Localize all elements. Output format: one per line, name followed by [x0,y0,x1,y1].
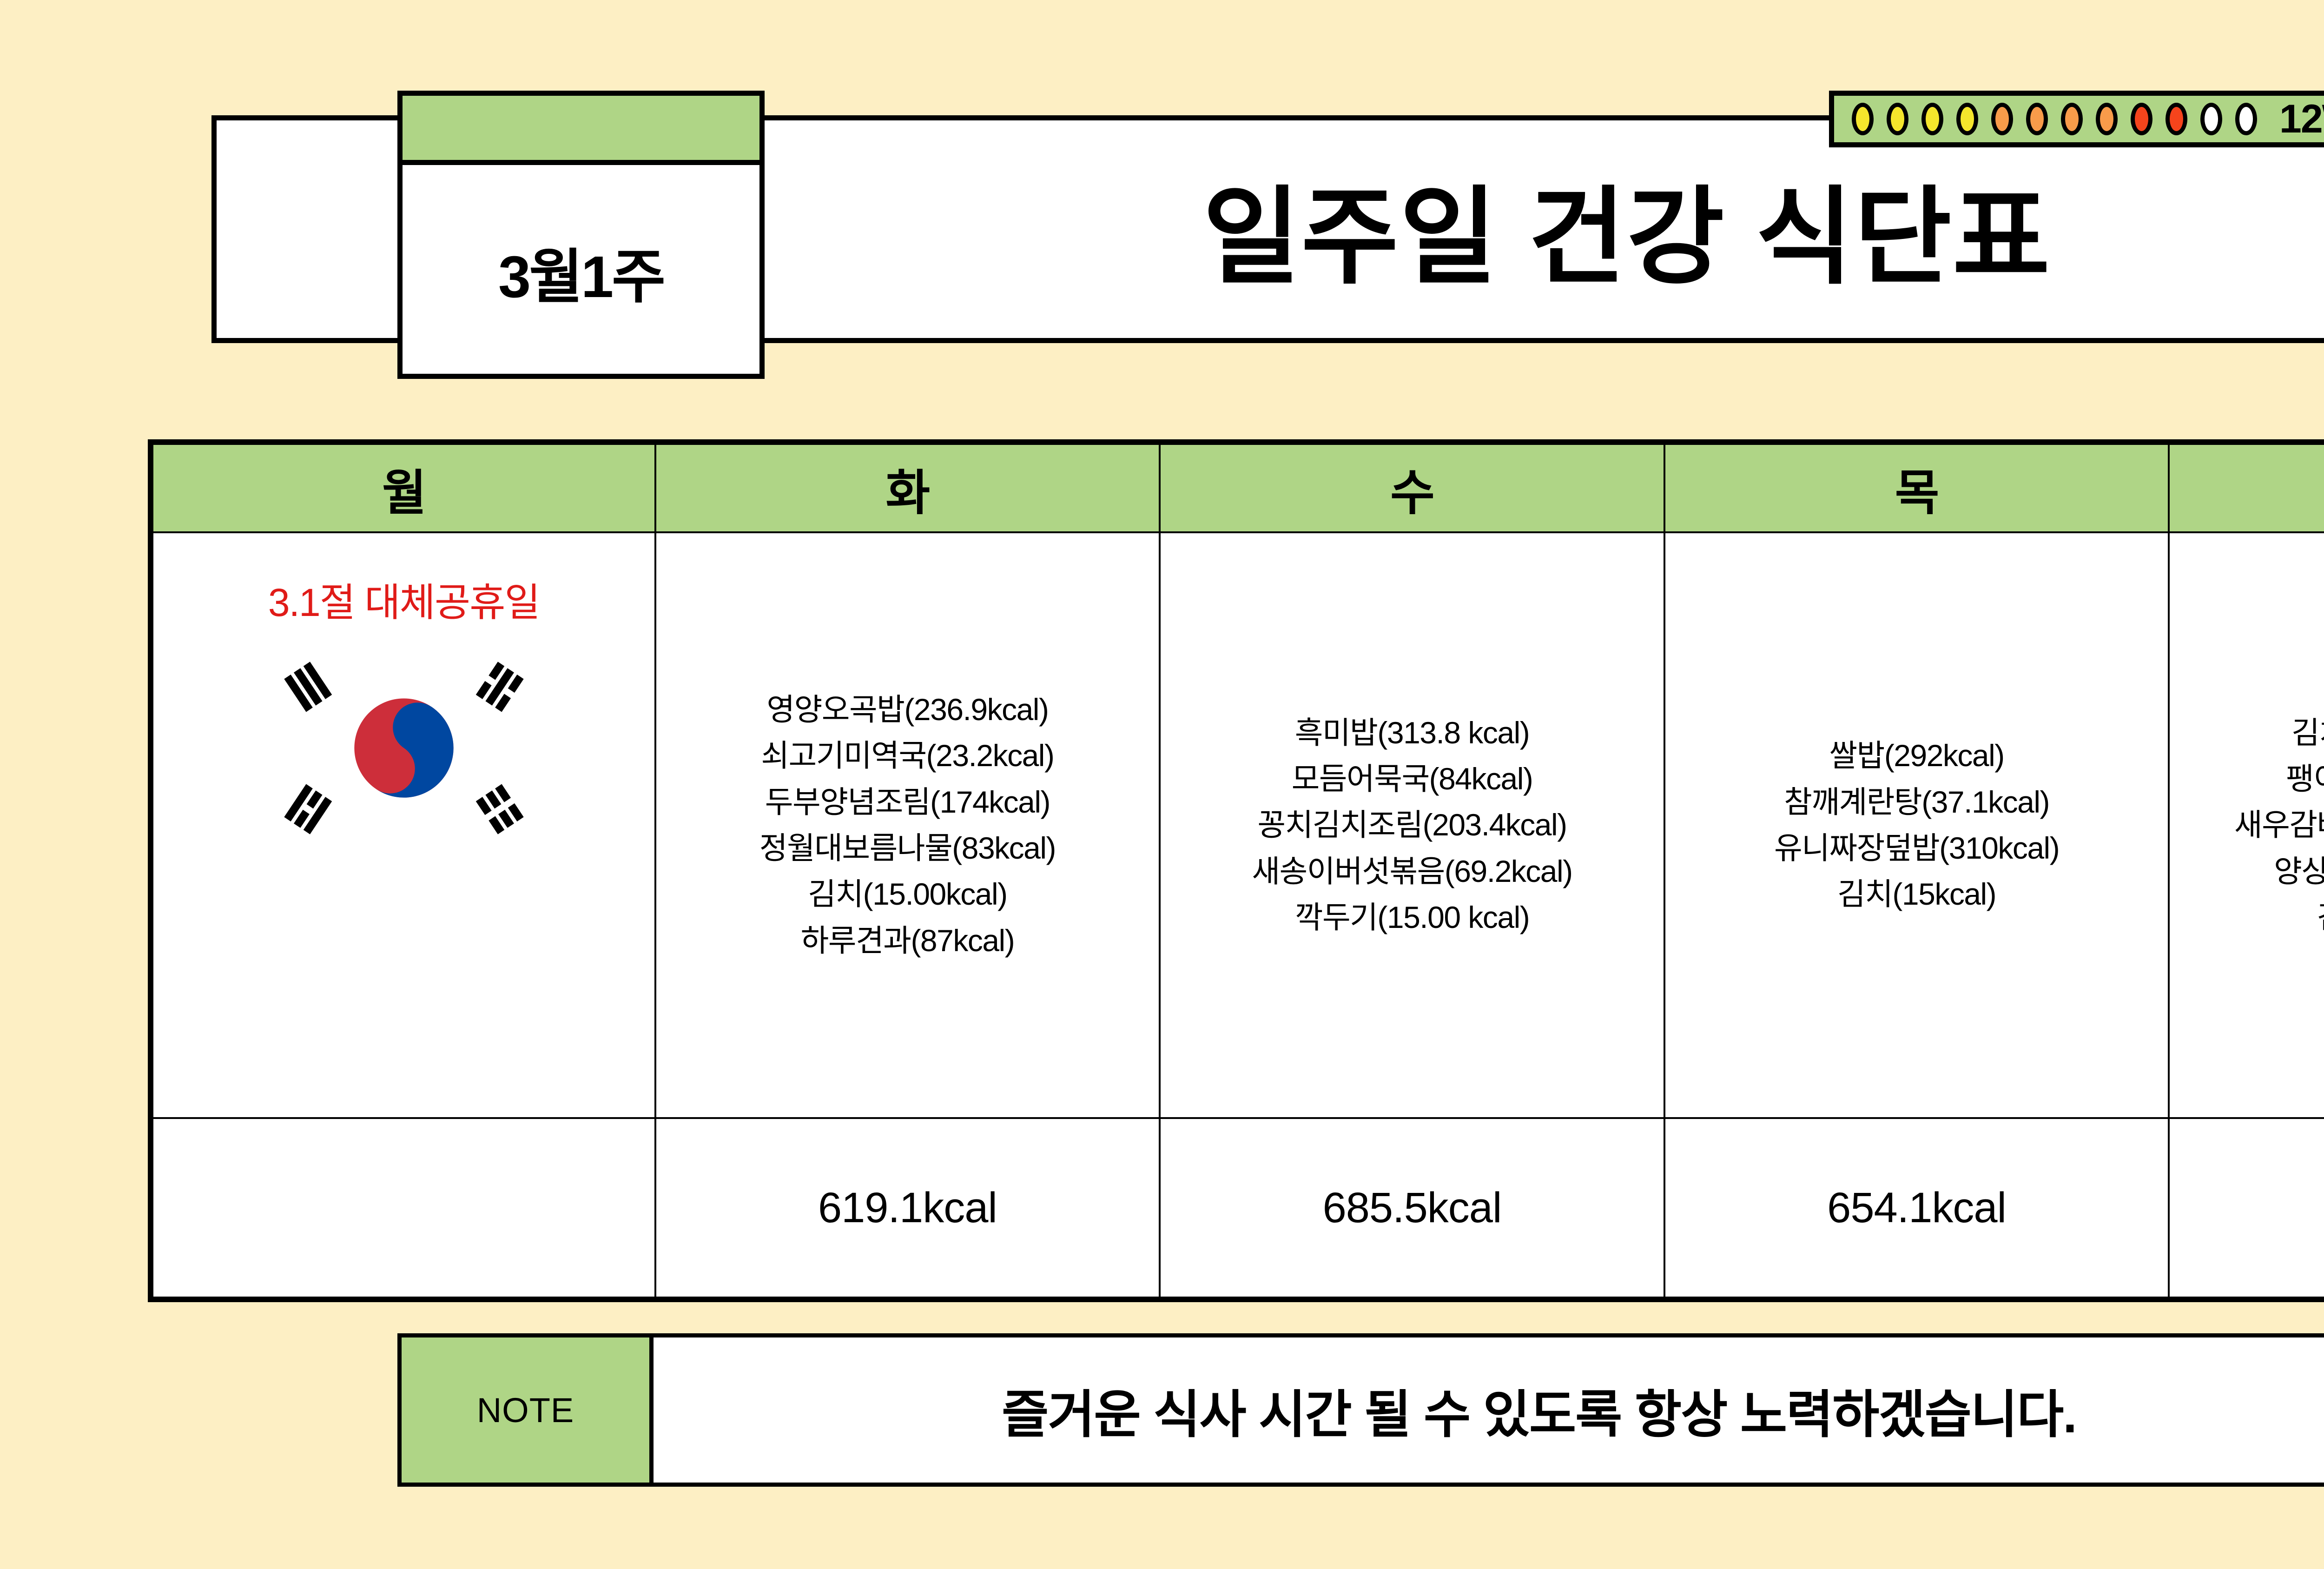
day-header-mon: 월 [150,441,656,533]
table-header-row: 월 화 수 목 금 [150,441,2324,533]
progress-dot-icon [1887,103,1908,135]
note-message: 즐거운 식사 시간 될 수 있도록 항상 노력하겠습니다. [1002,1386,2077,1443]
menu-item: 새우감바스/마늘빵(658.2kcal) [2234,808,2324,842]
menu-item: 흑미밥(313.8 kcal) [1294,715,1530,750]
note-tag-label: NOTE [402,1337,654,1483]
menu-item: 꽁치김치조림(203.4kcal) [1257,808,1567,842]
total-cell-mon [150,1117,656,1300]
weekly-menu-table: 월 화 수 목 금 3.1절 대체공휴일 [148,439,2324,1302]
menu-item: 양상추샐러드(75.6kcal) [2274,854,2324,888]
menu-item: 하루견과(87kcal) [800,923,1015,958]
week-badge: 3월1주 [397,91,765,379]
progress-dot-icon [2026,103,2048,135]
menu-item: 모듬어묵국(84kcal) [1291,761,1533,796]
menu-list: 쌀밥(292kcal) 참깨계란탕(37.1kcal) 유니짜장덮밥(310kc… [1670,544,2164,1106]
menu-item: 팽이유부장국(29kcal) [2286,761,2324,796]
menu-item: 깍두기(15.00 kcal) [1294,900,1530,934]
menu-cell-wed: 흑미밥(313.8 kcal) 모듬어묵국(84kcal) 꽁치김치조림(203… [1159,531,1665,1119]
menu-item: 참깨계란탕(37.1kcal) [1784,784,2050,819]
total-cell-thu: 654.1kcal [1663,1117,2170,1300]
table-menu-row: 3.1절 대체공휴일 [150,531,2324,1119]
menu-item: 영양오곡밥(236.9kcal) [766,692,1049,727]
menu-list: 영양오곡밥(236.9kcal) 쇠고기미역국(23.2kcal) 두부양념조림… [661,544,1155,1106]
week-count-label: 12W [2279,97,2324,141]
progress-dot-icon [2166,103,2187,135]
progress-dot-icon [2235,103,2257,135]
holiday-label: 3.1절 대체공휴일 [268,581,541,624]
korean-flag-icon [255,648,553,848]
progress-dot-icon [1921,103,1943,135]
menu-item: 김치(15.00kcal) [808,877,1008,912]
menu-cell-tue: 영양오곡밥(236.9kcal) 쇠고기미역국(23.2kcal) 두부양념조림… [654,531,1161,1119]
menu-cell-thu: 쌀밥(292kcal) 참깨계란탕(37.1kcal) 유니짜장덮밥(310kc… [1663,531,2170,1119]
day-header-thu: 목 [1663,441,2170,533]
holiday-block: 3.1절 대체공휴일 [158,544,650,1106]
menu-item: 쌀밥(292kcal) [1829,738,2005,773]
menu-item: 새송이버섯볶음(69.2kcal) [1252,854,1573,888]
week-progress-strip: 12W [1829,91,2324,147]
day-header-fri: 금 [2168,441,2324,533]
day-header-tue: 화 [654,441,1161,533]
menu-item: 두부양념조림(174kcal) [765,784,1051,819]
menu-item: 유니짜장덮밥(310kcal) [1774,831,2060,865]
menu-item: 김치(15kcal) [1837,877,1997,912]
menu-item: 김치볶음밥(310kcal) [2291,715,2324,750]
table-total-row: 619.1kcal 685.5kcal 654.1kcal 658.2kcal [150,1117,2324,1300]
menu-cell-mon: 3.1절 대체공휴일 [150,531,656,1119]
total-cell-fri: 658.2kcal [2168,1117,2324,1300]
page-title: 일주일 건강 식단표 [1202,179,2051,297]
progress-dot-icon [1991,103,2013,135]
progress-dot-icon [1852,103,1874,135]
progress-dot-icon [2131,103,2152,135]
menu-cell-fri: 김치볶음밥(310kcal) 팽이유부장국(29kcal) 새우감바스/마늘빵(… [2168,531,2324,1119]
menu-item: 김치(15.00 kcal) [2317,901,2324,933]
progress-dot-icon [1956,103,1978,135]
note-bar: NOTE 즐거운 식사 시간 될 수 있도록 항상 노력하겠습니다. [397,1333,2324,1487]
progress-dot-icon [2096,103,2118,135]
progress-dot-icon [2200,103,2222,135]
week-badge-cap [397,91,765,165]
progress-dot-icon [2061,103,2083,135]
menu-item: 쇠고기미역국(23.2kcal) [761,738,1055,773]
total-cell-wed: 685.5kcal [1159,1117,1665,1300]
total-cell-tue: 619.1kcal [654,1117,1161,1300]
menu-list: 흑미밥(313.8 kcal) 모듬어묵국(84kcal) 꽁치김치조림(203… [1165,544,1659,1106]
day-header-wed: 수 [1159,441,1665,533]
menu-item: 정월대보름나물(83kcal) [759,831,1056,865]
menu-list: 김치볶음밥(310kcal) 팽이유부장국(29kcal) 새우감바스/마늘빵(… [2174,544,2324,1106]
week-badge-label: 3월1주 [498,244,666,310]
